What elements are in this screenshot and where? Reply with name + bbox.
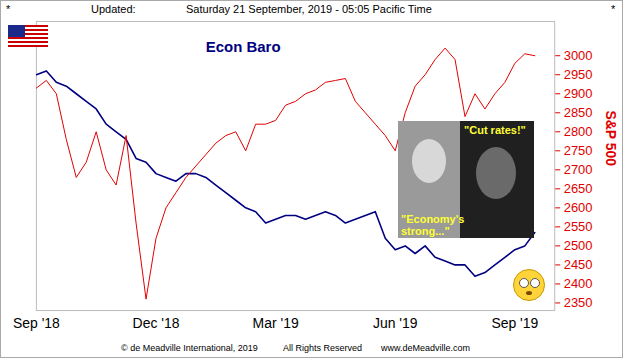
svg-text:2550: 2550 (564, 219, 593, 234)
html-text:"Cut rates!": "Cut rates!" (464, 124, 526, 136)
html-text:Saturday 21 September, 2019 -: Saturday 21 September, 2019 - 05:05 Paci… (186, 3, 432, 15)
svg-text:2600: 2600 (564, 200, 593, 215)
svg-text:2400: 2400 (564, 276, 593, 291)
svg-text:2950: 2950 (564, 67, 593, 82)
svg-text:2450: 2450 (564, 257, 593, 272)
svg-text:Dec '18: Dec '18 (133, 315, 180, 331)
svg-text:Econ Baro: Econ Baro (206, 38, 281, 55)
svg-text:2850: 2850 (564, 105, 593, 120)
svg-text:2800: 2800 (564, 124, 593, 139)
svg-text:2500: 2500 (564, 238, 593, 253)
html-text:© de Meadville International,: © de Meadville International, 2019 (121, 343, 258, 353)
svg-text:Jun '19: Jun '19 (373, 315, 418, 331)
svg-text:2700: 2700 (564, 162, 593, 177)
html-text:All Rights Reserved: All Rights Reserved (283, 343, 362, 353)
html-text:www.deMeadville.com: www.deMeadville.com (381, 343, 470, 353)
svg-text:2900: 2900 (564, 86, 593, 101)
svg-text:S&P 500: S&P 500 (603, 110, 619, 166)
svg-text:3000: 3000 (564, 48, 593, 63)
svg-text:2750: 2750 (564, 143, 593, 158)
html-text:Updated:: Updated: (91, 3, 136, 15)
svg-text:Sep '18: Sep '18 (13, 315, 60, 331)
svg-text:2350: 2350 (564, 295, 593, 310)
svg-text:2650: 2650 (564, 181, 593, 196)
svg-text:Sep '19: Sep '19 (491, 315, 538, 331)
html-text:"Economy's strong...": "Economy's strong..." (401, 213, 465, 237)
svg-text:Mar '19: Mar '19 (253, 315, 299, 331)
